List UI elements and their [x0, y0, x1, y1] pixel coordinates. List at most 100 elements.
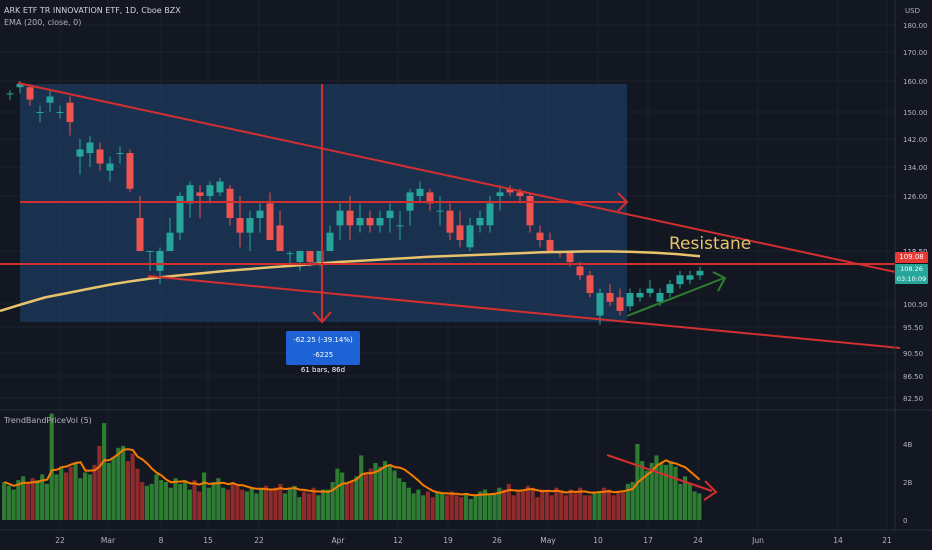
candle-body — [626, 292, 634, 307]
price-axis[interactable]: 180.00 170.00 160.00 150.00 142.00 134.00 126.… — [903, 22, 928, 403]
candle-body — [686, 275, 694, 280]
volume-bar — [178, 483, 183, 520]
volume-bar — [459, 497, 464, 520]
candle-body — [66, 102, 74, 123]
upper-trendline — [17, 82, 901, 274]
volume-bar — [340, 472, 345, 520]
candle-body — [646, 288, 654, 293]
candle-body — [576, 266, 584, 276]
candle-body — [356, 218, 364, 226]
volume-bar — [297, 497, 302, 520]
candle-body — [46, 96, 54, 103]
candle-body — [386, 210, 394, 218]
candle-body — [526, 196, 534, 226]
volume-bar — [163, 482, 169, 520]
time-axis[interactable]: 22 Mar 8 15 22 Apr 12 19 26 May 10 17 24 Jun 14 21 — [55, 536, 892, 545]
time-tick-label: 12 — [393, 536, 403, 545]
candle-body — [56, 112, 64, 113]
candle-body — [656, 292, 664, 302]
volume-bar — [530, 487, 535, 520]
volume-bar — [335, 468, 340, 520]
volume-bar — [330, 482, 335, 520]
volume-bar — [697, 493, 702, 520]
volume-bar — [492, 493, 497, 520]
volume-bar — [282, 493, 288, 520]
time-tick-label: May — [540, 536, 556, 545]
candle-body — [436, 210, 444, 212]
volume-bar — [568, 489, 573, 520]
candle-body — [306, 251, 314, 263]
volume-bar — [344, 483, 350, 520]
last-price-tag: 109.08 — [895, 252, 928, 263]
candle-body — [36, 112, 44, 113]
time-tick-label: 24 — [693, 536, 703, 545]
volume-bar — [106, 463, 111, 520]
time-tick-label: 15 — [203, 536, 213, 545]
volume-bar — [230, 483, 235, 520]
volume-bar — [235, 485, 240, 520]
volume-axis[interactable]: 4B 2B 0 — [903, 441, 912, 525]
volume-bar — [92, 464, 97, 520]
volume-bar — [668, 461, 673, 520]
volume-bar — [59, 466, 64, 520]
volume-band-line — [4, 448, 701, 497]
candle-body — [76, 149, 84, 157]
volume-bar — [482, 489, 488, 520]
volume-bar — [116, 447, 121, 520]
volume-bar — [411, 493, 416, 520]
volume-bar — [502, 489, 507, 520]
lower-trendline — [147, 275, 901, 349]
volume-bar — [573, 493, 578, 520]
time-tick-label: Jun — [751, 536, 764, 545]
volume-bar — [425, 491, 430, 520]
price-tick-label: 134.00 — [903, 164, 928, 172]
candle-body — [126, 153, 134, 189]
volume-downtrend-line — [606, 454, 713, 492]
volume-bar — [544, 491, 550, 520]
volume-bar — [140, 482, 145, 520]
candle-body — [16, 84, 24, 88]
volume-bar — [497, 487, 502, 520]
volume-bar — [440, 493, 445, 520]
time-tick-label: 19 — [443, 536, 453, 545]
volume-bar — [121, 445, 126, 520]
volume-bar — [11, 489, 16, 520]
volume-bar — [363, 474, 369, 520]
volume-bar — [616, 491, 621, 520]
volume-bar — [192, 480, 197, 520]
volume-bar — [597, 491, 602, 520]
volume-bar — [268, 489, 273, 520]
price-tick-label: 95.50 — [903, 324, 923, 332]
volume-bar — [354, 476, 359, 520]
volume-bar — [68, 466, 73, 520]
volume-bar — [511, 495, 516, 520]
volume-bar — [44, 483, 50, 520]
volume-bar — [687, 483, 692, 520]
volume-bar — [606, 489, 611, 520]
candle-body — [456, 225, 464, 240]
price-tick-label: 90.50 — [903, 350, 923, 358]
ema-indicator-label[interactable]: EMA (200, close, 0) — [4, 18, 82, 27]
volume-bar — [473, 495, 478, 520]
volume-bar — [578, 487, 583, 520]
candle-body — [146, 251, 154, 252]
volume-bar — [692, 491, 697, 520]
volume-bar — [221, 487, 226, 520]
candlesticks — [6, 81, 704, 325]
candle-body — [186, 185, 194, 204]
price-tick-label: 82.50 — [903, 395, 923, 403]
candle-body — [416, 188, 424, 196]
volume-bar — [321, 489, 326, 520]
volume-bar — [6, 485, 11, 520]
volume-indicator-label[interactable]: TrendBandPriceVol (5) — [4, 416, 92, 425]
volume-bar — [540, 489, 545, 520]
candle-body — [136, 218, 144, 251]
candle-body — [276, 225, 284, 251]
volume-bar — [249, 487, 254, 520]
candle-body — [506, 188, 514, 193]
symbol-title[interactable]: ARK ETF TR INNOVATION ETF, 1D, Cboe BZX — [4, 6, 181, 15]
volume-bar — [78, 478, 83, 520]
volume-bar — [306, 493, 311, 520]
volume-bar — [97, 445, 102, 520]
